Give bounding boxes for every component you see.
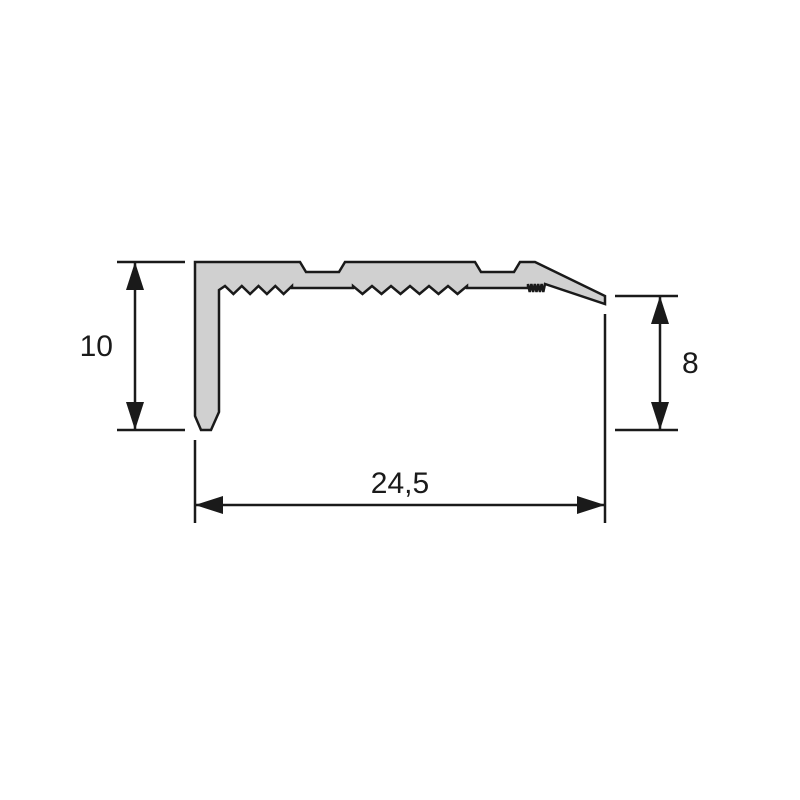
dim-label-right-height: 8	[682, 347, 699, 380]
dim-label-left-height: 10	[80, 330, 113, 363]
dim-label-width: 24,5	[371, 467, 429, 500]
cross-section-drawing: 24,5 10 8	[0, 0, 800, 800]
